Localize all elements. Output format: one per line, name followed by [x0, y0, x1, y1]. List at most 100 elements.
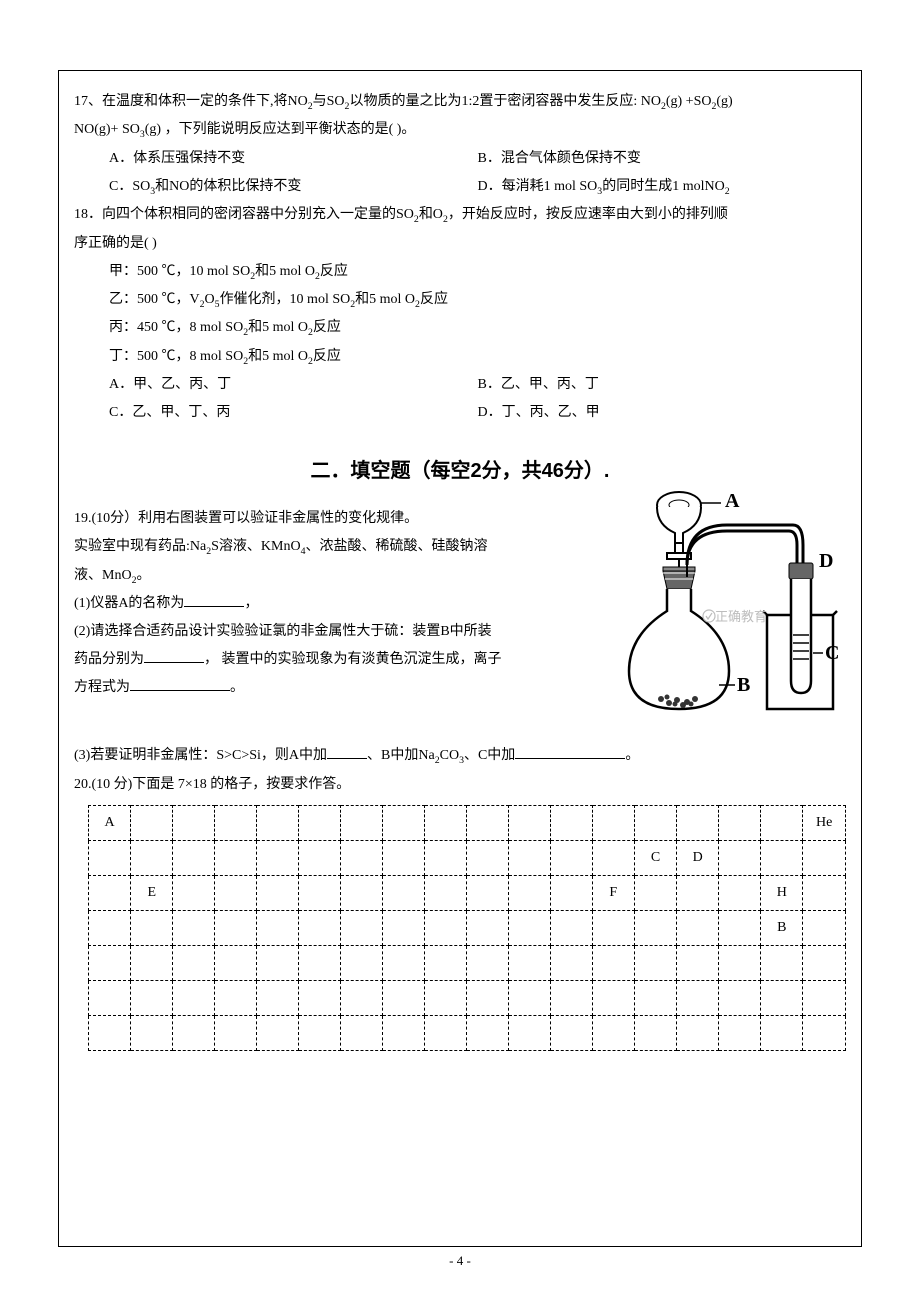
grid-cell [425, 980, 467, 1015]
grid-cell [131, 840, 173, 875]
grid-cell [466, 805, 508, 840]
grid-cell [592, 945, 634, 980]
grid-cell [131, 980, 173, 1015]
grid-cell [383, 1015, 425, 1050]
grid-cell [466, 840, 508, 875]
grid-cell [634, 875, 676, 910]
apparatus-figure: A B D C 正确教育 [597, 485, 842, 736]
grid-cell [299, 910, 341, 945]
grid-cell [550, 910, 592, 945]
q20-line1: 20.(10 分)下面是 7×18 的格子，按要求作答。 [74, 771, 846, 799]
grid-cell [383, 980, 425, 1015]
grid-cell [215, 1015, 257, 1050]
grid-cell [299, 805, 341, 840]
grid-cell [215, 945, 257, 980]
grid-cell [215, 875, 257, 910]
grid-cell [803, 840, 846, 875]
grid-cell [383, 840, 425, 875]
grid-cell [383, 805, 425, 840]
grid-cell [761, 1015, 803, 1050]
grid-cell [173, 980, 215, 1015]
grid-cell [466, 875, 508, 910]
grid-cell [299, 875, 341, 910]
q18-opt-a: A．甲、乙、丙、丁 [109, 371, 478, 399]
grid-cell [215, 980, 257, 1015]
grid-cell [131, 805, 173, 840]
grid-cell [677, 1015, 719, 1050]
q17-opts-row2: C．SO3和NO的体积比保持不变 D．每消耗1 mol SO3的同时生成1 mo… [74, 173, 846, 201]
blank-4[interactable] [327, 743, 367, 759]
q17-opt-a: A．体系压强保持不变 [109, 145, 478, 173]
label-c: C [825, 642, 839, 664]
q18-case-bing: 丙：450 ℃，8 mol SO2和5 mol O2反应 [74, 314, 846, 342]
grid-cell [592, 910, 634, 945]
grid-cell [550, 840, 592, 875]
grid-cell [508, 1015, 550, 1050]
grid-cell: C [634, 840, 676, 875]
grid-cell [341, 980, 383, 1015]
q17-opt-c: C．SO3和NO的体积比保持不变 [109, 173, 478, 201]
grid-cell [719, 910, 761, 945]
grid-cell [299, 980, 341, 1015]
blank-1[interactable] [184, 591, 244, 607]
grid-cell [550, 875, 592, 910]
grid-cell [761, 945, 803, 980]
q17-stem-2: NO(g)+ SO3(g) ，下列能说明反应达到平衡状态的是( )。 [74, 116, 846, 144]
grid-cell [550, 980, 592, 1015]
grid-cell [719, 840, 761, 875]
grid-cell [466, 980, 508, 1015]
grid-cell [592, 1015, 634, 1050]
grid-cell [592, 805, 634, 840]
grid-cell [719, 805, 761, 840]
grid-cell [634, 945, 676, 980]
grid-cell [341, 840, 383, 875]
q17-opt-b: B．混合气体颜色保持不变 [478, 145, 847, 173]
grid-cell [257, 910, 299, 945]
blank-3[interactable] [130, 675, 230, 691]
grid-cell [550, 945, 592, 980]
q18-case-yi: 乙：500 ℃，V2O5作催化剂，10 mol SO2和5 mol O2反应 [74, 286, 846, 314]
q17-opt-d: D．每消耗1 mol SO3的同时生成1 molNO2 [478, 173, 847, 201]
grid-cell [508, 980, 550, 1015]
q18-opt-c: C．乙、甲、丁、丙 [109, 399, 478, 427]
q18-opts-row1: A．甲、乙、丙、丁 B．乙、甲、丙、丁 [74, 371, 846, 399]
blank-2[interactable] [144, 647, 204, 663]
grid-cell [131, 1015, 173, 1050]
label-a: A [725, 490, 740, 512]
grid-cell [677, 805, 719, 840]
grid-cell [761, 980, 803, 1015]
grid-cell [592, 980, 634, 1015]
label-d: D [819, 550, 833, 572]
blank-5[interactable] [515, 743, 625, 759]
q17-opts-row1: A．体系压强保持不变 B．混合气体颜色保持不变 [74, 145, 846, 173]
grid-cell: A [89, 805, 131, 840]
grid-cell [215, 805, 257, 840]
grid-cell [89, 840, 131, 875]
grid-cell [299, 1015, 341, 1050]
grid-cell [677, 875, 719, 910]
grid-cell [803, 980, 846, 1015]
grid-cell [803, 945, 846, 980]
grid-cell [719, 945, 761, 980]
grid-cell [508, 840, 550, 875]
grid-cell [257, 1015, 299, 1050]
grid-cell: B [761, 910, 803, 945]
grid-cell [425, 840, 467, 875]
grid-cell [761, 840, 803, 875]
grid-cell [425, 875, 467, 910]
grid-cell [634, 910, 676, 945]
label-b: B [737, 674, 750, 696]
grid-cell [719, 875, 761, 910]
grid-cell [634, 805, 676, 840]
q18-stem-1: 18．向四个体积相同的密闭容器中分别充入一定量的SO2和O2，开始反应时，按反应… [74, 201, 846, 229]
grid-cell [341, 875, 383, 910]
grid-cell [89, 910, 131, 945]
grid-cell [89, 980, 131, 1015]
grid-cell: He [803, 805, 846, 840]
grid-cell [173, 910, 215, 945]
grid-cell [215, 910, 257, 945]
grid-cell [508, 805, 550, 840]
grid-cell [425, 805, 467, 840]
grid-cell [257, 875, 299, 910]
grid-cell [257, 945, 299, 980]
